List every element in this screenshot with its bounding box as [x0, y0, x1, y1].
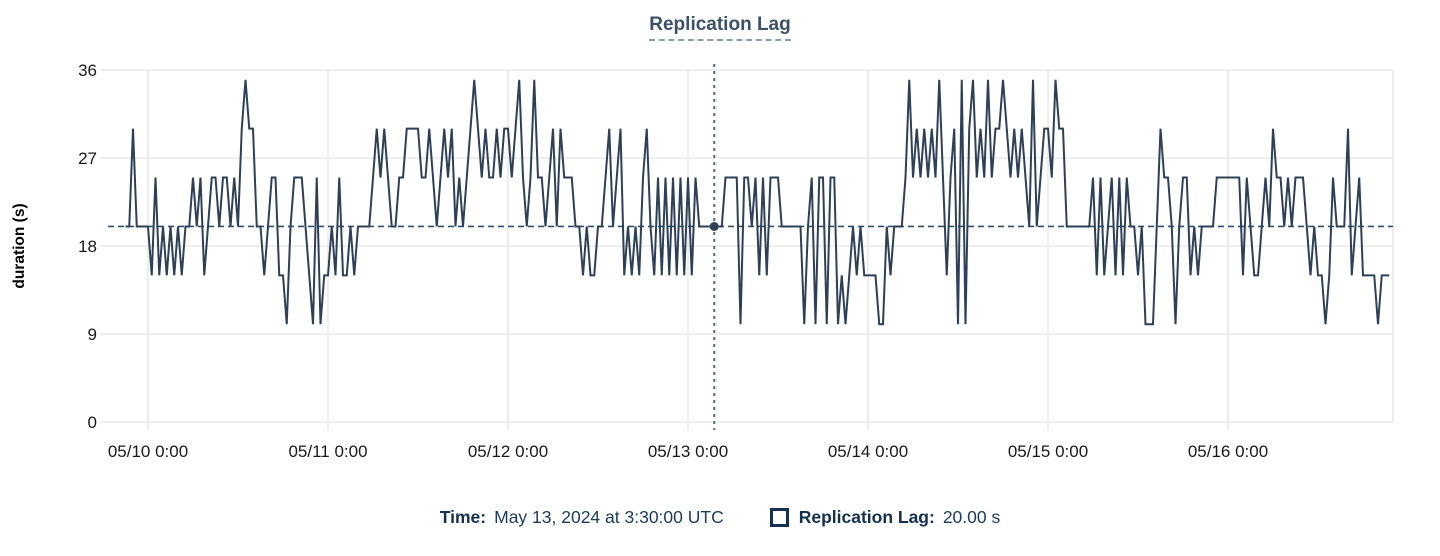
x-tick-label: 05/14 0:00 — [828, 442, 908, 461]
x-tick-label: 05/10 0:00 — [108, 442, 188, 461]
time-value: May 13, 2024 at 3:30:00 UTC — [494, 507, 724, 527]
x-tick-label: 05/12 0:00 — [468, 442, 548, 461]
x-tick-label: 05/13 0:00 — [648, 442, 728, 461]
y-tick-label: 0 — [88, 413, 97, 432]
hover-point-marker — [709, 221, 719, 231]
replication-lag-line — [125, 79, 1390, 326]
time-readout: Time: May 13, 2024 at 3:30:00 UTC — [440, 507, 724, 528]
y-axis-label: duration (s) — [11, 203, 28, 288]
chart-title-row: Replication Lag — [0, 14, 1440, 41]
hover-readout: Time: May 13, 2024 at 3:30:00 UTC Replic… — [0, 507, 1440, 528]
time-label: Time: — [439, 507, 487, 527]
replication-lag-value: 20.00 s — [942, 507, 1001, 527]
x-tick-label: 05/16 0:00 — [1188, 442, 1268, 461]
y-tick-label: 9 — [88, 325, 97, 344]
y-tick-label: 36 — [78, 61, 97, 80]
plot-area[interactable]: 0 9 18 27 36 05/10 0:00 05/11 0:00 05/12 0:00 05… — [0, 0, 1440, 480]
y-tick-label: 18 — [78, 237, 97, 256]
chart-title[interactable]: Replication Lag — [649, 14, 791, 41]
x-tick-label: 05/15 0:00 — [1008, 442, 1088, 461]
replication-lag-readout: Replication Lag: 20.00 s — [769, 507, 1001, 528]
x-tick-label: 05/11 0:00 — [288, 442, 367, 461]
replication-lag-swatch-icon — [769, 508, 789, 527]
replication-lag-label: Replication Lag: — [798, 507, 935, 527]
y-tick-label: 27 — [78, 149, 97, 168]
